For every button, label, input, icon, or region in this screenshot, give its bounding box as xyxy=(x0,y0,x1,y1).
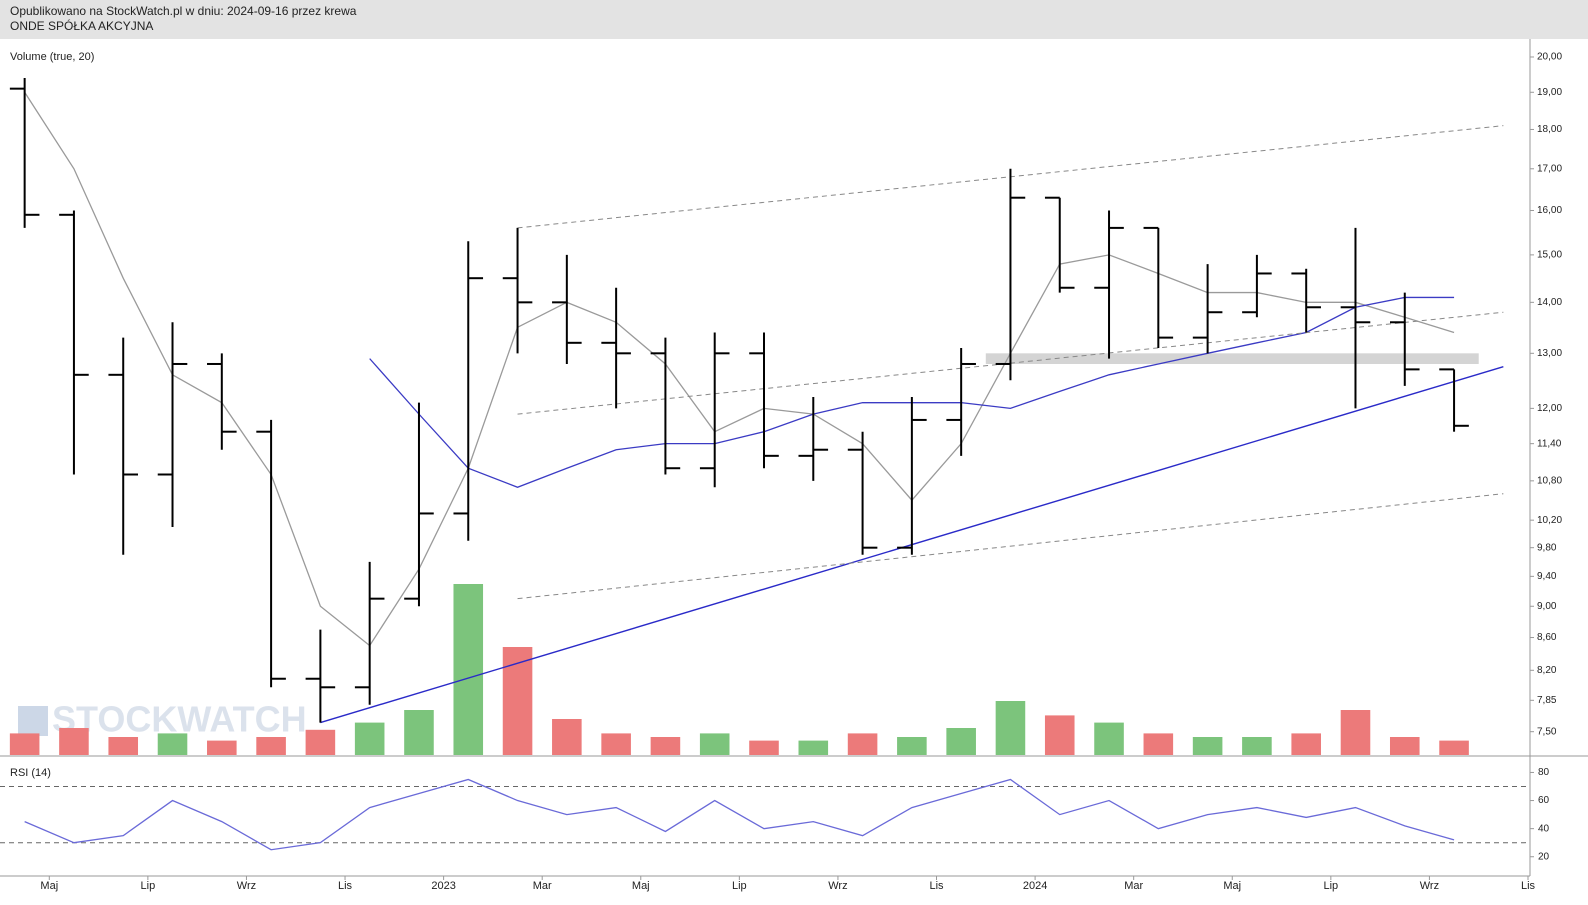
y-tick-label: 10,20 xyxy=(1537,515,1562,526)
x-tick-label: Wrz xyxy=(1420,880,1439,892)
x-tick-label: Mar xyxy=(533,880,552,892)
y-tick-label: 9,80 xyxy=(1537,542,1557,553)
x-tick-label: 2023 xyxy=(431,880,455,892)
y-tick-label: 17,00 xyxy=(1537,163,1562,174)
watermark-logo: STOCKWATCH xyxy=(18,699,307,740)
x-tick-label: Maj xyxy=(1223,880,1241,892)
volume-bar xyxy=(1044,715,1075,755)
rsi-label: RSI (14) xyxy=(10,767,51,779)
y-tick-label: 60 xyxy=(1538,795,1550,806)
x-tick-label: Lis xyxy=(338,880,353,892)
y-tick-label: 12,00 xyxy=(1537,403,1562,414)
volume-bar xyxy=(1094,722,1124,755)
y-tick-label: 9,00 xyxy=(1537,601,1557,612)
y-tick-label: 80 xyxy=(1538,767,1550,778)
x-tick-label: Wrz xyxy=(828,880,847,892)
volume-bar xyxy=(1143,733,1174,755)
x-tick-label: Wrz xyxy=(237,880,256,892)
x-tick-label: Lip xyxy=(141,880,156,892)
volume-bar xyxy=(552,719,582,755)
volume-bar xyxy=(354,722,385,755)
volume-bar xyxy=(256,737,286,755)
volume-bar xyxy=(157,733,188,755)
y-tick-label: 7,85 xyxy=(1537,695,1557,706)
y-tick-label: 13,00 xyxy=(1537,348,1562,359)
volume-bar xyxy=(1291,733,1321,755)
volume-bar xyxy=(404,710,434,755)
y-tick-label: 15,00 xyxy=(1537,250,1562,261)
volume-bar xyxy=(1192,737,1223,755)
y-tick-label: 20 xyxy=(1538,851,1550,862)
header-bar xyxy=(0,0,1588,39)
y-tick-label: 7,50 xyxy=(1537,726,1557,737)
support-zone xyxy=(985,353,1479,364)
volume-bar xyxy=(1340,710,1371,755)
volume-bar xyxy=(699,733,730,755)
y-tick-label: 40 xyxy=(1538,823,1550,834)
x-tick-label: Lis xyxy=(929,880,944,892)
x-tick-label: Maj xyxy=(632,880,650,892)
trendline xyxy=(517,493,1504,600)
y-tick-label: 14,00 xyxy=(1537,297,1562,308)
volume-bar xyxy=(59,728,89,755)
volume-bar xyxy=(1439,740,1469,755)
volume-bar xyxy=(108,737,139,755)
volume-bar xyxy=(946,728,976,755)
y-tick-label: 9,40 xyxy=(1537,571,1557,582)
rsi-line xyxy=(24,778,1455,851)
volume-bar xyxy=(1389,737,1420,755)
x-tick-label: Lip xyxy=(1323,880,1338,892)
y-tick-label: 8,60 xyxy=(1537,632,1557,643)
volume-bar xyxy=(995,701,1026,755)
x-tick-label: 2024 xyxy=(1023,880,1047,892)
volume-bar xyxy=(1242,737,1272,755)
x-tick-label: Maj xyxy=(40,880,58,892)
volume-bar xyxy=(847,733,878,755)
x-tick-label: Lis xyxy=(1521,880,1536,892)
y-tick-label: 20,00 xyxy=(1537,52,1562,63)
volume-bar xyxy=(798,740,829,755)
moving-average xyxy=(24,91,1455,647)
y-tick-label: 10,80 xyxy=(1537,475,1562,486)
y-tick-label: 16,00 xyxy=(1537,205,1562,216)
volume-bar xyxy=(207,740,237,755)
volume-label: Volume (true, 20) xyxy=(10,51,94,63)
y-tick-label: 8,20 xyxy=(1537,665,1557,676)
volume-bar xyxy=(502,647,533,755)
volume-bar xyxy=(601,733,631,755)
volume-bar xyxy=(9,733,40,755)
y-tick-label: 11,40 xyxy=(1537,438,1562,449)
watermark: STOCKWATCH xyxy=(52,699,307,740)
y-tick-label: 19,00 xyxy=(1537,87,1562,98)
y-tick-label: 18,00 xyxy=(1537,124,1562,135)
header-title: Opublikowano na StockWatch.pl w dniu: 20… xyxy=(10,4,357,18)
header-subtitle: ONDE SPÓŁKA AKCYJNA xyxy=(10,18,153,33)
volume-bar xyxy=(749,740,779,755)
volume-bar xyxy=(453,584,484,755)
volume-bar xyxy=(650,737,681,755)
x-tick-label: Lip xyxy=(732,880,747,892)
x-tick-label: Mar xyxy=(1124,880,1143,892)
volume-bar xyxy=(305,729,336,755)
volume-bar xyxy=(897,737,927,755)
